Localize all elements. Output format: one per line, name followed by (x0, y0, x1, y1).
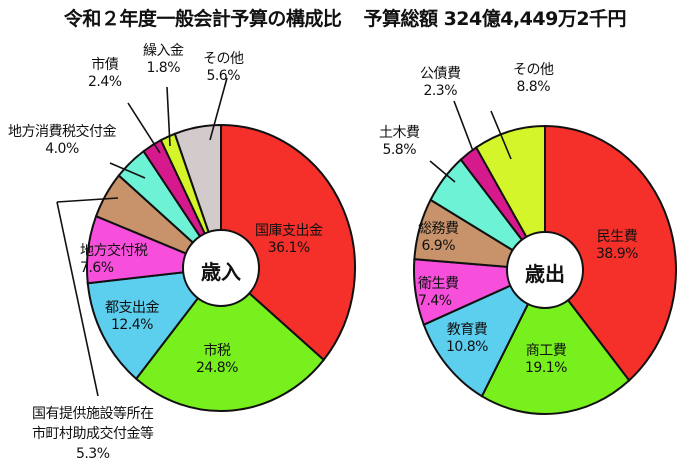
label-metro-disbursement: 都支出金 12.4% (105, 300, 160, 333)
label-health: 衛生費 7.4% (418, 276, 459, 309)
label-civil-engineering: 土木費 5.8% (379, 125, 420, 158)
expenditure-pie (413, 124, 677, 415)
pie-slice (220, 123, 356, 362)
label-expenditure-other: その他 8.8% (513, 62, 554, 95)
pie-slice (474, 124, 546, 274)
pie-slice (480, 268, 631, 415)
title-main: 令和２年度一般会計予算の構成比 (63, 8, 342, 30)
label-national-treasury: 国庫支出金 36.1% (255, 223, 323, 256)
label-revenue-other: その他 5.6% (203, 51, 244, 84)
label-facility-grant: 国有提供施設等所在 市町村助成交付金等 5.3% (32, 406, 154, 462)
pie-center-hole (182, 229, 260, 307)
pie-slice (422, 267, 548, 398)
label-city-bond: 市債 2.4% (88, 57, 122, 90)
pie-slice (544, 124, 677, 382)
label-welfare: 民生費 38.9% (596, 229, 638, 262)
label-general-affairs: 総務費 6.9% (418, 221, 459, 254)
label-local-allocation-tax: 地方交付税 7.6% (80, 243, 148, 276)
pie-center-hole (506, 231, 584, 309)
label-education: 教育費 10.8% (446, 322, 488, 355)
revenue-pie (86, 123, 356, 412)
pie-slice (134, 266, 326, 412)
expenditure-center-label: 歳出 (525, 262, 565, 286)
pie-slice (86, 266, 224, 381)
leader-lines (56, 77, 512, 397)
label-transfer: 繰入金 1.8% (143, 43, 184, 76)
revenue-center-label: 歳入 (201, 260, 241, 284)
label-consumption-tax-grant: 地方消費税交付金 4.0% (8, 124, 117, 157)
title-total-label: 予算総額 (363, 8, 438, 30)
title-total-value: 324億4,449万2千円 (443, 8, 627, 30)
label-debt-service: 公債費 2.3% (420, 66, 461, 99)
label-city-tax: 市税 24.8% (196, 343, 238, 376)
chart-title: 令和２年度一般会計予算の構成比 予算総額 324億4,449万2千円 (0, 4, 690, 31)
label-commerce: 商工費 19.1% (525, 343, 567, 376)
